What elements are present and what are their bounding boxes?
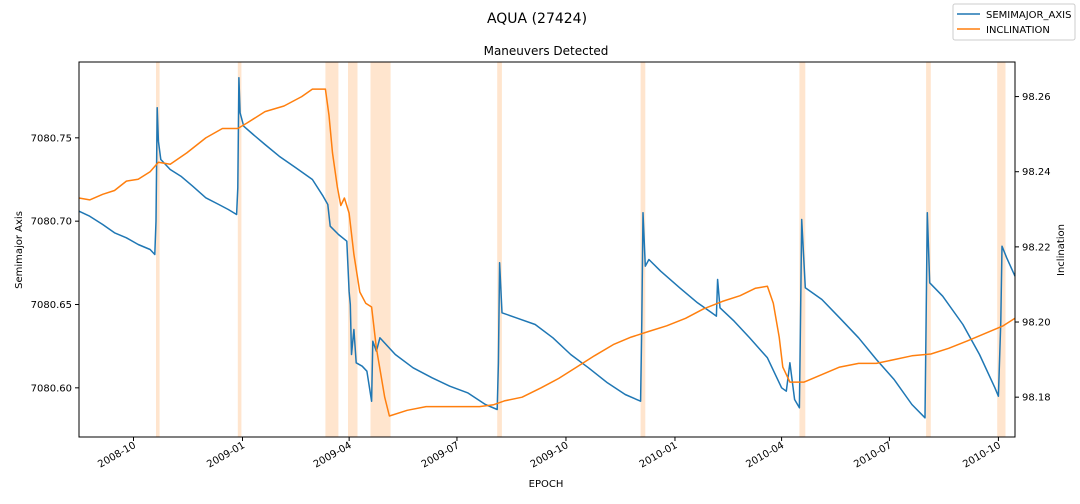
maneuver-window-1 [237,62,242,437]
series-line-semimajor_axis [78,77,1016,419]
figure-suptitle: AQUA (27424) [487,11,587,27]
legend: SEMIMAJOR_AXIS INCLINATION [952,3,1076,41]
y-right-axis-label: Inclination [1056,224,1067,276]
chart-title: Maneuvers Detected [484,44,609,58]
plot-frame [78,61,1016,438]
x-tick-label-2: 2009-04 [312,440,354,470]
y-right-tick-label-3: 98.24 [1022,167,1051,178]
y-right-tick-label-4: 98.26 [1022,92,1051,103]
y-left-tick-label-3: 7080.75 [31,133,72,144]
x-axis-label: EPOCH [529,479,564,490]
maneuver-window-5 [497,62,502,437]
legend-label-inclination: INCLINATION [986,25,1050,36]
y-right-axis: 98.18 98.20 98.22 98.24 98.26 [1015,92,1051,404]
y-left-tick-label-2: 7080.70 [31,217,72,228]
y-right-tick-label-0: 98.18 [1022,393,1051,404]
y-left-tick-label-0: 7080.60 [31,383,72,394]
y-right-tick-label-1: 98.20 [1022,318,1051,329]
y-right-tick-label-2: 98.22 [1022,242,1051,253]
legend-box [952,3,1076,41]
maneuver-window-2 [325,62,339,437]
x-tick-label-6: 2010-04 [744,440,786,470]
y-left-axis-label: Semimajor Axis [14,211,25,289]
legend-label-semimajor: SEMIMAJOR_AXIS [986,10,1071,21]
y-left-axis: 7080.60 7080.65 7080.70 7080.75 [31,133,79,394]
maneuver-window-7 [799,62,806,437]
y-left-tick-label-1: 7080.65 [31,300,72,311]
series-line-inclination [78,88,1016,417]
x-tick-label-1: 2009-01 [205,440,247,470]
maneuver-window-0 [156,62,160,437]
x-tick-label-8: 2010-10 [961,440,1003,470]
maneuver-bands [156,62,1006,437]
x-tick-label-5: 2010-01 [638,440,680,470]
series-lines [78,77,1016,419]
maneuver-window-4 [370,62,391,437]
x-tick-label-0: 2008-10 [96,440,138,470]
x-tick-label-7: 2010-07 [852,440,894,470]
x-axis: 2008-10 2009-01 2009-04 2009-07 2009-10 2010-… [96,437,1003,470]
x-tick-label-3: 2009-07 [420,440,462,470]
x-tick-label-4: 2009-10 [529,440,571,470]
